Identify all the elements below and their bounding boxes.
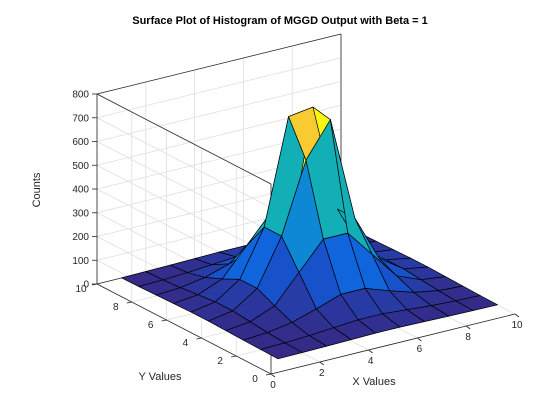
x-tick-label: 4: [368, 356, 374, 367]
y-tick-mark: [231, 355, 237, 358]
box-edge: [96, 33, 342, 95]
z-tick-label: 800: [72, 90, 89, 101]
z-tick-label: 500: [72, 161, 89, 172]
z-tick-label: 600: [72, 137, 89, 148]
x-axis-line: [270, 313, 516, 375]
y-tick-label: 6: [148, 320, 154, 331]
x-tick-mark: [270, 373, 276, 378]
x-tick-label: 10: [511, 320, 523, 331]
z-tick-label: 200: [72, 232, 89, 243]
y-tick-label: 4: [183, 338, 189, 349]
x-tick-label: 2: [319, 368, 325, 379]
z-tick-label: 100: [72, 256, 89, 267]
surface-facet: [455, 295, 498, 311]
chart-title: Surface Plot of Histogram of MGGD Output…: [132, 15, 428, 27]
x-axis-label: X Values: [352, 376, 396, 388]
y-tick-label: 8: [113, 302, 119, 313]
x-tick-mark: [465, 325, 471, 330]
grid-line-back-wall: [96, 57, 342, 119]
surface-mesh: [121, 106, 498, 360]
y-tick-mark: [196, 337, 202, 340]
y-tick-label: 10: [75, 284, 87, 295]
z-tick-label: 700: [72, 113, 89, 124]
x-tick-label: 6: [417, 344, 423, 355]
z-tick-label: 0: [83, 280, 89, 291]
z-tick-label: 300: [72, 208, 89, 219]
y-tick-label: 0: [252, 374, 258, 385]
y-tick-mark: [126, 301, 132, 304]
x-tick-mark: [417, 337, 422, 342]
x-tick-label: 0: [270, 380, 276, 391]
z-axis-label: Counts: [31, 172, 43, 207]
x-tick-mark: [368, 349, 373, 354]
x-tick-mark: [514, 313, 520, 318]
x-tick-mark: [319, 361, 325, 366]
z-tick-label: 400: [72, 185, 89, 196]
y-axis-line: [96, 283, 272, 375]
grid-line-left-wall: [96, 117, 272, 209]
y-tick-label: 2: [217, 356, 223, 367]
y-tick-mark: [265, 373, 272, 376]
grid-line-left-wall: [96, 164, 272, 256]
grid-line-left-wall: [96, 141, 272, 232]
x-tick-label: 8: [465, 332, 471, 343]
y-tick-mark: [161, 319, 167, 322]
grid-line-back-wall: [96, 81, 342, 142]
y-axis-label: Y Values: [138, 371, 182, 383]
box-edge: [96, 93, 272, 185]
